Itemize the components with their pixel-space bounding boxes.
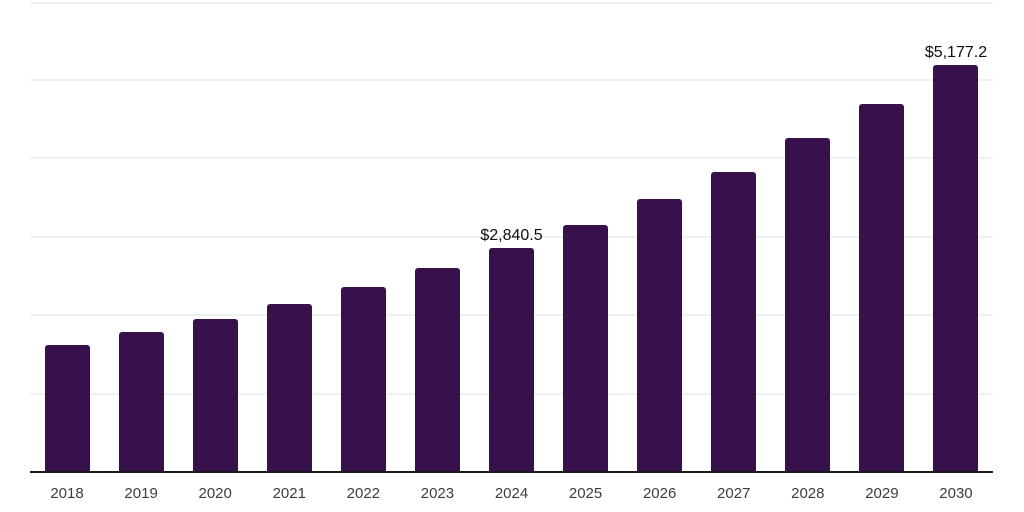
x-tick-2027: 2027: [717, 485, 751, 502]
x-tick-2018: 2018: [50, 485, 84, 502]
bar-2028: [785, 138, 831, 471]
bar-2023: [414, 268, 460, 471]
x-tick-2019: 2019: [124, 485, 158, 502]
x-tick-2023: 2023: [420, 485, 455, 502]
gridline-4000: [30, 157, 993, 159]
x-tick-2025: 2025: [568, 485, 603, 502]
x-axis-line: [30, 471, 993, 473]
plot-area: $2,840.5 $5,177.2: [30, 0, 993, 473]
bar-value-label-2024: $2,840.5: [480, 227, 543, 245]
bar-2029: [859, 104, 905, 471]
x-tick-2030: 2030: [939, 485, 973, 502]
x-tick-2021: 2021: [272, 485, 306, 502]
x-tick-2022: 2022: [346, 485, 381, 502]
bar-2027: [711, 171, 757, 471]
bar-2022: [340, 286, 386, 471]
bar-2018: [44, 344, 90, 471]
x-tick-2026: 2026: [642, 485, 677, 502]
bar-2030: [933, 64, 979, 471]
x-axis-labels: 2018 2019 2020 2021 2022 2023 2024 2025 2026 2027…: [30, 484, 993, 506]
bar-2020: [192, 318, 238, 471]
gridline-6000: [30, 2, 993, 4]
bar-2025: [563, 224, 609, 471]
bar-2024: [489, 248, 534, 471]
gridline-3000: [30, 235, 993, 238]
bar-value-label-2030: $5,177.2: [924, 43, 988, 61]
gridline-5000: [30, 78, 993, 81]
x-tick-2024: 2024: [494, 485, 529, 502]
x-tick-2020: 2020: [198, 485, 232, 502]
x-tick-2029: 2029: [865, 485, 899, 502]
x-tick-2028: 2028: [791, 485, 825, 502]
bar-2021: [266, 303, 312, 471]
bar-2019: [118, 332, 164, 471]
bar-2026: [637, 198, 683, 471]
